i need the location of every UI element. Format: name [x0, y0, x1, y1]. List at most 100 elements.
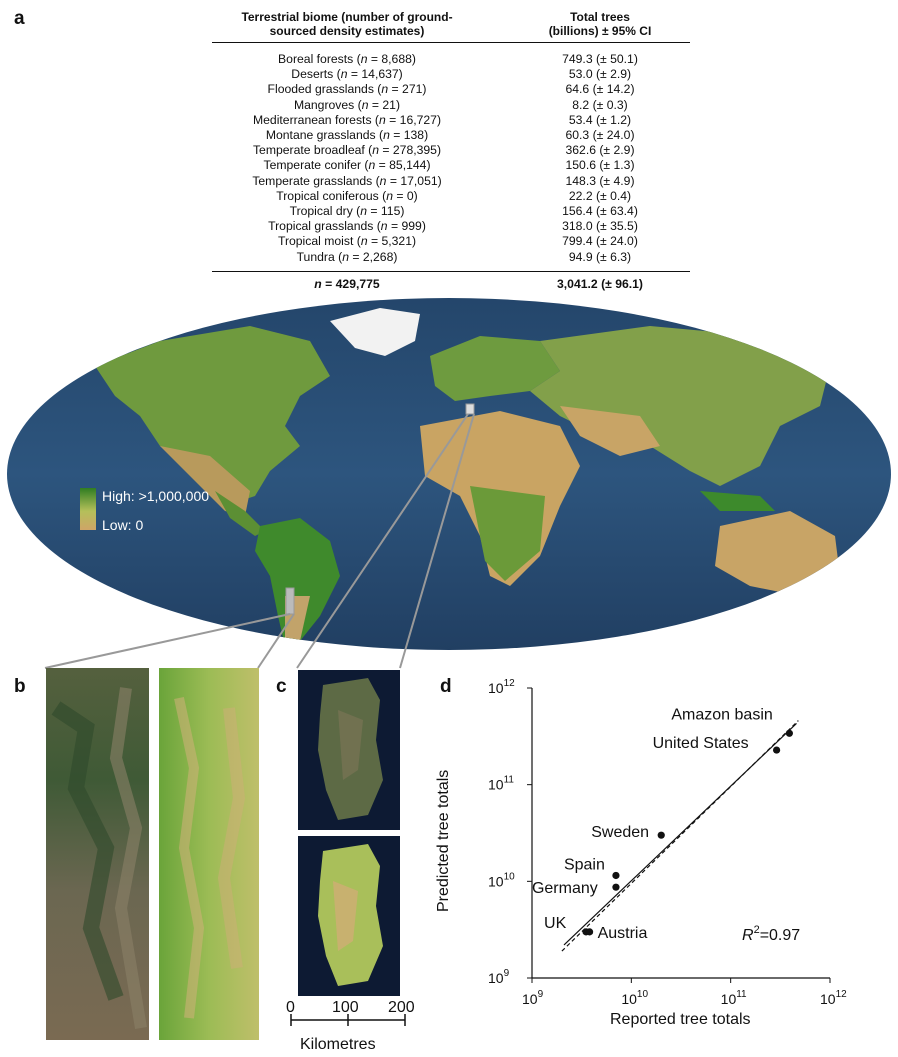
north-america: [95, 326, 330, 501]
legend-high: High: >1,000,000: [102, 488, 209, 504]
table-row: Tropical dry (n = 115) 156.4 (± 63.4): [212, 204, 690, 219]
total-cell: 22.2 (± 0.4): [568, 188, 632, 203]
scale-tick-200: 200: [388, 999, 415, 1016]
connector-c-left: [296, 413, 469, 669]
australia: [715, 511, 840, 596]
panel-letter-a: a: [14, 8, 25, 29]
biome-cell: Flooded grasslands (n = 271): [267, 82, 427, 97]
biome-n: 278,395: [392, 143, 437, 158]
point-label: Amazon basin: [671, 706, 772, 723]
data-point: [657, 831, 665, 839]
biome-cell: Boreal forests (n = 8,688): [278, 52, 416, 66]
data-point: [585, 928, 594, 936]
biome-n: 271: [402, 82, 423, 97]
r-squared-annotation: R2=0.97: [742, 924, 800, 944]
table-row: Mangroves (n = 21) 8.2 (± 0.3): [212, 98, 690, 113]
biome-name: Tropical grasslands: [268, 219, 374, 234]
biome-cell: Tundra (n = 2,268): [296, 249, 398, 264]
header-total-line2: (billions) ± 95% CI: [548, 24, 652, 38]
greenland: [330, 308, 420, 356]
y-axis-label: Predicted tree totals: [435, 770, 452, 912]
biome-cell: Tropical coniferous (n = 0): [276, 188, 418, 203]
table-body: Boreal forests (n = 8,688) 749.3 (± 50.1)…: [212, 43, 690, 265]
europe: [430, 336, 560, 401]
biome-cell: Temperate grasslands (n = 17,051): [252, 173, 442, 188]
biome-name: Mediterranean forests: [252, 112, 372, 127]
asia: [530, 326, 830, 486]
biome-cell: Montane grasslands (n = 138): [265, 128, 429, 143]
biome-name: Deserts: [291, 67, 334, 82]
point-label: Austria: [598, 925, 648, 942]
biome-name: Tundra: [296, 249, 335, 264]
legend-gradient: [80, 488, 96, 530]
biome-cell: Tropical dry (n = 115): [289, 204, 405, 219]
table-row: Mediterranean forests (n = 16,727) 53.4 (…: [212, 113, 690, 128]
total-n: n = 429,775: [314, 276, 380, 291]
point-label: United States: [653, 735, 749, 752]
total-cell: 156.4 (± 63.4): [562, 204, 638, 219]
biome-table: Terrestrial biome (number of ground- sou…: [212, 10, 690, 291]
biome-name: Tropical coniferous: [276, 188, 379, 203]
y-tick-label: 1011: [488, 775, 514, 793]
biome-n: 17,051: [400, 173, 438, 188]
y-tick-label: 109: [488, 968, 510, 986]
table-row: Flooded grasslands (n = 271) 64.6 (± 14.2…: [212, 82, 690, 97]
indonesia: [700, 491, 775, 511]
biome-cell: Tropical moist (n = 5,321): [277, 234, 417, 249]
header-biome-line1: Terrestrial biome (number of ground-: [241, 10, 453, 24]
total-cell: 60.3 (± 24.0): [565, 128, 635, 143]
regression-line: [563, 722, 797, 946]
panel-letter-b: b: [14, 676, 26, 697]
point-label: Germany: [532, 880, 598, 897]
point-label: Sweden: [591, 824, 649, 841]
connector-b-right: [257, 613, 295, 669]
scatter-plot: 109 109 1010 1010 1011 1011 1012 1012 Amazon bas…: [435, 678, 847, 1028]
point-label: Spain: [564, 856, 605, 873]
biome-name: Mangroves: [293, 97, 355, 112]
biome-n: 2,268: [362, 249, 394, 264]
total-cell: 53.0 (± 2.9): [568, 67, 632, 82]
biome-name: Flooded grasslands: [267, 82, 374, 97]
north-america-dry: [160, 446, 250, 516]
scale-tick-0: 0: [286, 999, 295, 1016]
table-row: Deserts (n = 14,637) 53.0 (± 2.9): [212, 67, 690, 82]
asia-dry: [560, 406, 660, 456]
table-row: Tropical moist (n = 5,321) 799.4 (± 24.0): [212, 234, 690, 249]
biome-cell: Tropical grasslands (n = 999): [268, 219, 426, 234]
biome-n: 999: [401, 219, 422, 234]
data-point: [612, 871, 620, 880]
total-cell: 318.0 (± 35.5): [562, 219, 638, 234]
connector-b-left: [44, 613, 291, 669]
x-tick-label: 1011: [721, 989, 747, 1007]
biome-cell: Temperate broadleaf (n = 278,395): [252, 143, 442, 158]
panel-letter-d: d: [440, 676, 452, 697]
biome-name: Temperate conifer: [263, 158, 362, 173]
biome-cell: Temperate conifer (n = 85,144): [263, 158, 431, 173]
table-row: Temperate grasslands (n = 17,051) 148.3 (…: [212, 174, 690, 189]
biome-name: Temperate broadleaf: [252, 143, 365, 158]
total-cell: 148.3 (± 4.9): [565, 173, 635, 188]
biome-n: 14,637: [361, 67, 399, 82]
data-point: [785, 729, 793, 737]
total-cell: 799.4 (± 24.0): [562, 234, 638, 249]
legend-low: Low: 0: [102, 517, 143, 533]
sardinia-satellite: [298, 670, 400, 830]
table-bottom-rule: [212, 270, 690, 272]
total-cell: 150.6 (± 1.3): [565, 158, 635, 173]
biome-n: 16,727: [399, 112, 437, 127]
x-tick-label: 1010: [621, 989, 648, 1007]
scale-label: Kilometres: [300, 1036, 376, 1053]
biome-name: Tropical moist: [277, 234, 354, 249]
header-biome: Terrestrial biome (number of ground- sou…: [212, 10, 482, 38]
x-tick-label: 109: [522, 989, 544, 1007]
central-america: [215, 491, 265, 536]
south-america: [255, 518, 340, 646]
zoom-box-sardinia: [465, 403, 475, 415]
total-cell: 8.2 (± 0.3): [572, 97, 628, 112]
biome-n: 21: [382, 97, 396, 112]
sardinia-density: [298, 836, 400, 996]
table-total-row: n = 429,775 3,041.2 (± 96.1): [212, 272, 690, 291]
header-biome-line2: sourced density estimates): [269, 24, 425, 38]
table-row: Tundra (n = 2,268) 94.9 (± 6.3): [212, 250, 690, 265]
